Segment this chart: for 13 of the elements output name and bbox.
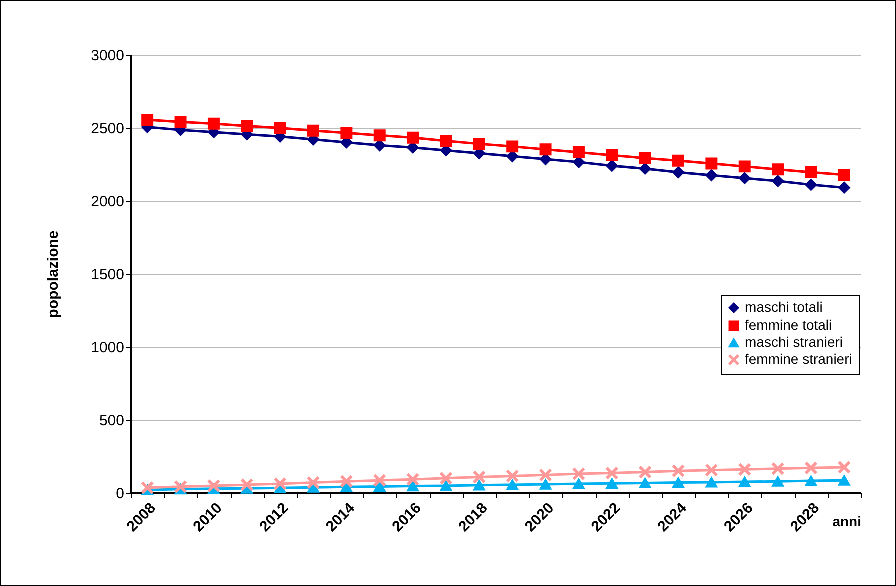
y-tick-label: 0 xyxy=(116,486,124,502)
y-tick-label: 3000 xyxy=(91,48,124,64)
y-tick-label: 2000 xyxy=(91,194,124,210)
x-axis-title: anni xyxy=(832,514,862,530)
legend-label: femmine totali xyxy=(745,317,832,333)
y-tick-label: 2500 xyxy=(91,120,124,138)
y-tick-label: 1000 xyxy=(91,340,124,356)
legend-label: femmine stranieri xyxy=(745,351,852,367)
y-axis-title: popolazione xyxy=(45,230,62,318)
y-tick-label: 1500 xyxy=(91,266,124,284)
legend-label: maschi stranieri xyxy=(745,334,844,350)
legend-label: maschi totali xyxy=(745,299,823,315)
y-tick-label: 500 xyxy=(99,412,124,430)
